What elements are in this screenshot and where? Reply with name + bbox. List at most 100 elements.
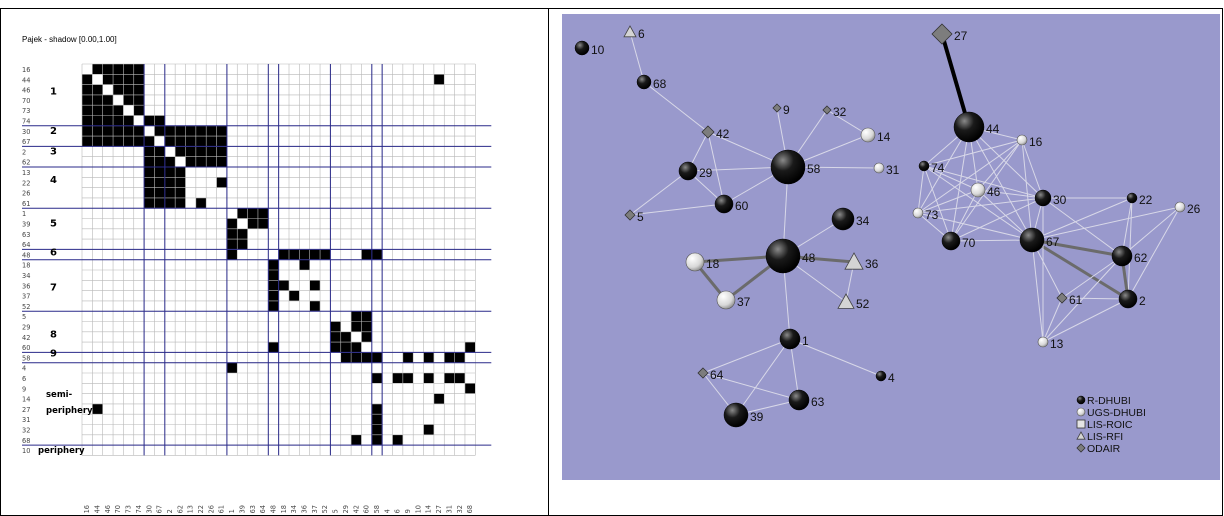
matrix-filled-cell	[102, 136, 114, 147]
matrix-row-label: 37	[22, 293, 30, 301]
matrix-filled-cell	[164, 187, 176, 198]
legend-marker	[1076, 407, 1086, 417]
matrix-filled-cell	[226, 218, 238, 229]
network-edge	[950, 197, 1044, 242]
network-node-16	[1016, 134, 1028, 146]
network-node-label: 39	[750, 410, 764, 424]
network-node-label: 29	[699, 166, 713, 180]
network-edge	[1031, 206, 1181, 241]
matrix-filled-cell	[82, 74, 93, 85]
matrix-row-label: 62	[22, 159, 30, 167]
matrix-filled-cell	[82, 125, 93, 137]
matrix-col-label: 2	[166, 509, 174, 513]
matrix-row-label: 26	[22, 190, 30, 198]
matrix-filled-cell	[361, 331, 372, 343]
matrix-filled-cell	[371, 403, 383, 415]
network-node-label: 46	[987, 185, 1001, 199]
matrix-filled-cell	[144, 167, 155, 178]
network-edge	[1021, 139, 1044, 199]
network-node-61	[1056, 292, 1068, 304]
network-node-label: 64	[710, 368, 724, 382]
network-node-4	[875, 370, 887, 382]
matrix-filled-cell	[123, 115, 134, 126]
matrix-filled-cell	[154, 197, 165, 209]
matrix-group-label: 9	[50, 348, 57, 359]
network-edge	[789, 338, 800, 401]
matrix-filled-cell	[216, 136, 227, 147]
matrix-filled-cell	[309, 249, 321, 260]
network-edge	[917, 165, 925, 214]
network-node-label: 30	[1053, 193, 1067, 207]
matrix-col-label: 6	[394, 509, 402, 513]
network-node-14	[860, 127, 876, 143]
network-node-68	[636, 74, 652, 90]
matrix-filled-cell	[268, 290, 279, 301]
network-node-10	[574, 40, 590, 56]
network-edge	[977, 189, 1044, 199]
matrix-col-label: 16	[83, 505, 91, 513]
matrix-row-label: 30	[22, 128, 30, 136]
network-node-label: 62	[1134, 251, 1148, 265]
network-node-22	[1126, 192, 1138, 204]
matrix-col-label: 32	[456, 505, 464, 513]
matrix-group-labels: 1 2 3 4 5 6 7 8 9	[50, 87, 57, 360]
matrix-col-label: 9	[404, 509, 412, 513]
matrix-row-label: 42	[22, 334, 30, 342]
matrix-filled-cell	[320, 249, 331, 260]
matrix-col-label: 10	[414, 505, 422, 513]
matrix-filled-cell	[289, 290, 300, 301]
matrix-filled-cell	[123, 136, 134, 147]
matrix-row-label: 9	[22, 385, 26, 393]
legend-label: R-DHUBI	[1087, 395, 1131, 407]
matrix-filled-cell	[226, 362, 238, 373]
legend-marker	[1076, 419, 1086, 429]
matrix-filled-cell	[226, 228, 238, 240]
matrix-row-label: 10	[22, 447, 30, 455]
matrix-filled-cell	[206, 136, 217, 147]
network-node-label: 48	[802, 251, 816, 265]
matrix-filled-cell	[82, 84, 93, 95]
matrix-filled-cell	[144, 197, 155, 209]
network-node-31	[873, 162, 885, 174]
matrix-filled-cell	[175, 146, 186, 157]
matrix-filled-cell	[216, 146, 227, 157]
matrix-filled-cell	[164, 125, 176, 137]
matrix-col-label: 48	[269, 505, 277, 513]
matrix-filled-cell	[175, 125, 186, 137]
matrix-col-label: 46	[104, 505, 112, 513]
matrix-filled-cell	[92, 403, 103, 415]
matrix-filled-cell	[102, 94, 114, 106]
matrix-row-label: 29	[22, 324, 30, 332]
network-edge	[1042, 297, 1063, 343]
matrix-col-label: 63	[249, 505, 257, 513]
matrix-filled-cell	[268, 300, 279, 312]
matrix-filled-cell	[433, 74, 445, 85]
matrix-filled-cell	[330, 331, 341, 343]
matrix-filled-cell	[464, 383, 476, 394]
matrix-group-label: 3	[50, 146, 57, 157]
matrix-col-label: 29	[342, 505, 350, 513]
matrix-group-label: 6	[50, 247, 57, 258]
network-edge	[940, 33, 971, 128]
matrix-row-label: 2	[22, 148, 26, 156]
network-node-label: 31	[886, 163, 900, 177]
legend-marker	[1076, 443, 1086, 453]
network-node-9	[772, 103, 782, 113]
network-node-70	[941, 231, 961, 251]
matrix-col-label: 22	[197, 505, 205, 513]
network-node-27	[931, 23, 953, 45]
network-edge	[789, 338, 882, 377]
network-node-label: 6	[638, 27, 645, 41]
matrix-filled-cell	[351, 311, 362, 322]
matrix-filled-cell	[330, 321, 341, 332]
network-node-label: 36	[865, 257, 879, 271]
network-node-74	[918, 160, 930, 172]
matrix-row-label: 6	[22, 375, 26, 383]
network-node-36	[844, 252, 864, 270]
matrix-col-label: 68	[466, 505, 474, 513]
matrix-filled-cell	[195, 146, 207, 157]
network-node-34	[831, 207, 855, 231]
matrix-filled-cell	[82, 136, 93, 147]
matrix-filled-cell	[361, 311, 372, 322]
